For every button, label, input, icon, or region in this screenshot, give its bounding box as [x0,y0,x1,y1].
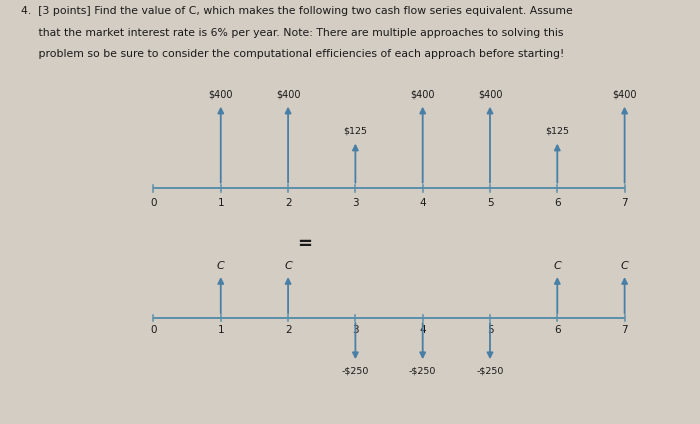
Text: 5: 5 [486,325,493,335]
Text: 4: 4 [419,198,426,208]
Text: 3: 3 [352,325,358,335]
Text: 5: 5 [486,198,493,208]
Text: $400: $400 [276,89,300,99]
Text: =: = [297,235,312,253]
Text: 6: 6 [554,325,561,335]
Text: C: C [284,261,292,271]
Text: -$250: -$250 [409,367,436,376]
Text: 4: 4 [419,325,426,335]
Text: 0: 0 [150,198,157,208]
Text: 2: 2 [285,198,291,208]
Text: 6: 6 [554,198,561,208]
Text: $125: $125 [545,127,569,136]
Text: 1: 1 [218,198,224,208]
Text: $125: $125 [344,127,368,136]
Text: 4.  [3 points] Find the value of C, which makes the following two cash flow seri: 4. [3 points] Find the value of C, which… [21,6,573,17]
Text: C: C [554,261,561,271]
Text: 2: 2 [285,325,291,335]
Text: 0: 0 [150,325,157,335]
Text: C: C [217,261,225,271]
Text: problem so be sure to consider the computational efficiencies of each approach b: problem so be sure to consider the compu… [21,49,564,59]
Text: -$250: -$250 [342,367,369,376]
Text: $400: $400 [612,89,637,99]
Text: 3: 3 [352,198,358,208]
Text: $400: $400 [209,89,233,99]
Text: C: C [621,261,629,271]
Text: $400: $400 [478,89,503,99]
Text: 7: 7 [622,198,628,208]
Text: -$250: -$250 [476,367,504,376]
Text: 7: 7 [622,325,628,335]
Text: 1: 1 [218,325,224,335]
Text: that the market interest rate is 6% per year. Note: There are multiple approache: that the market interest rate is 6% per … [21,28,564,38]
Text: $400: $400 [410,89,435,99]
